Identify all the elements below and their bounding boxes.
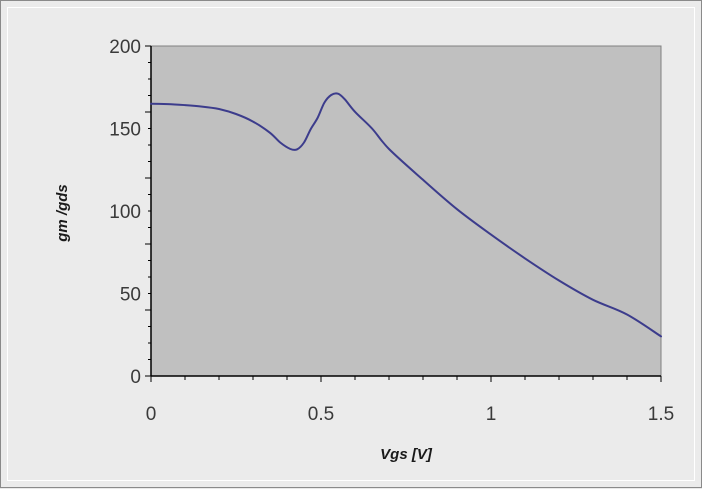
plot-area <box>150 45 662 377</box>
y-tick-label: 100 <box>109 202 141 223</box>
x-tick-label: 1 <box>486 404 497 425</box>
series-layer <box>150 92 662 338</box>
y-tick-label: 150 <box>109 120 141 141</box>
x-tick-label: 0.5 <box>308 404 334 425</box>
y-tick-label: 200 <box>109 37 141 58</box>
x-tick-label: 0 <box>146 404 157 425</box>
series-line <box>150 92 662 338</box>
y-tick-label: 50 <box>120 285 141 306</box>
y-axis: 0 50 100 150 200 <box>109 37 152 388</box>
x-axis: 0 0.5 1 1.5 <box>146 375 674 425</box>
y-tick-label: 0 <box>130 367 141 388</box>
x-axis-title: Vgs [V] <box>380 446 433 463</box>
x-tick-label: 1.5 <box>648 404 674 425</box>
y-axis-title: gm /gds <box>54 184 71 243</box>
